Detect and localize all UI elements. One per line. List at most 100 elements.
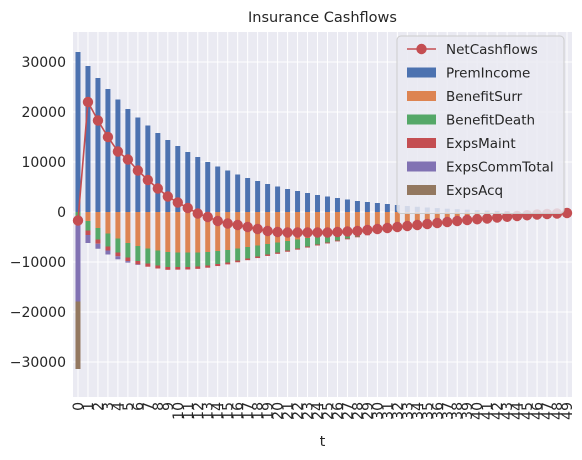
legend-box bbox=[396, 35, 565, 214]
legend-swatch-premincome bbox=[407, 67, 436, 78]
bar-expsmaint-25 bbox=[324, 242, 330, 244]
x-tick-label: 30 bbox=[370, 402, 386, 420]
bar-expsmaint-1 bbox=[85, 230, 91, 235]
x-tick-label: 4 bbox=[111, 402, 127, 411]
bar-expscommtotal-1 bbox=[85, 235, 91, 243]
x-tick-label: 9 bbox=[161, 402, 177, 411]
point-netcashflows-2 bbox=[92, 115, 104, 126]
x-tick-label: 37 bbox=[440, 402, 456, 420]
bar-benefitdeath-20 bbox=[275, 242, 281, 253]
bar-benefitsurr-25 bbox=[324, 212, 330, 235]
bar-premincome-14 bbox=[215, 166, 221, 212]
bar-premincome-28 bbox=[354, 201, 360, 212]
point-netcashflows-21 bbox=[282, 227, 293, 238]
bar-benefitsurr-7 bbox=[145, 212, 151, 249]
point-netcashflows-26 bbox=[332, 226, 343, 238]
bar-premincome-3 bbox=[105, 89, 111, 212]
bar-benefitsurr-16 bbox=[235, 212, 241, 249]
bar-expscommtotal-5 bbox=[125, 261, 131, 263]
bar-benefitsurr-33 bbox=[404, 212, 410, 224]
x-tick-label: 44 bbox=[510, 402, 526, 420]
point-netcashflows-0 bbox=[72, 215, 84, 226]
x-tick-label: 29 bbox=[360, 402, 376, 420]
point-netcashflows-11 bbox=[182, 202, 193, 214]
point-netcashflows-18 bbox=[252, 223, 263, 235]
point-netcashflows-24 bbox=[312, 227, 323, 238]
bar-benefitdeath-16 bbox=[235, 248, 241, 261]
bar-premincome-15 bbox=[225, 170, 231, 212]
bar-benefitsurr-10 bbox=[175, 212, 181, 253]
x-tick-label: 8 bbox=[151, 402, 167, 411]
chart-title: Insurance Cashflows bbox=[248, 10, 397, 26]
bar-benefitsurr-15 bbox=[225, 212, 231, 250]
point-netcashflows-13 bbox=[202, 211, 213, 223]
bar-benefitdeath-17 bbox=[245, 247, 251, 259]
point-netcashflows-3 bbox=[102, 131, 114, 143]
bar-premincome-0 bbox=[75, 52, 81, 212]
x-tick-label: 26 bbox=[330, 402, 346, 420]
bar-benefitsurr-27 bbox=[344, 212, 350, 232]
x-tick-label: 31 bbox=[380, 402, 396, 420]
bar-benefitdeath-7 bbox=[145, 248, 151, 264]
bar-benefitdeath-21 bbox=[285, 241, 291, 251]
x-tick-label: 17 bbox=[241, 402, 257, 420]
bar-expsmaint-13 bbox=[205, 265, 211, 268]
bar-premincome-16 bbox=[235, 174, 241, 212]
x-tick-label: 2 bbox=[91, 402, 107, 411]
bar-premincome-22 bbox=[295, 191, 301, 212]
bar-benefitdeath-5 bbox=[125, 243, 131, 258]
point-netcashflows-7 bbox=[142, 174, 154, 186]
x-tick-label: 19 bbox=[261, 402, 277, 420]
x-tick-label: 12 bbox=[191, 402, 207, 420]
bar-benefitdeath-3 bbox=[105, 233, 111, 247]
point-netcashflows-16 bbox=[232, 219, 243, 231]
bar-benefitsurr-6 bbox=[135, 212, 141, 246]
bar-expsmaint-15 bbox=[225, 262, 231, 265]
bar-expsmaint-21 bbox=[285, 250, 291, 252]
bar-benefitsurr-4 bbox=[115, 212, 121, 239]
bar-benefitsurr-12 bbox=[195, 212, 201, 253]
point-netcashflows-30 bbox=[372, 223, 383, 235]
bar-benefitdeath-23 bbox=[305, 238, 311, 247]
point-netcashflows-38 bbox=[452, 215, 463, 227]
bar-premincome-20 bbox=[275, 186, 281, 212]
x-tick-label: 13 bbox=[201, 402, 217, 420]
x-tick-label: 46 bbox=[530, 402, 546, 420]
point-netcashflows-5 bbox=[122, 154, 134, 165]
x-tick-label: 0 bbox=[71, 402, 87, 411]
point-netcashflows-41 bbox=[481, 213, 493, 224]
bar-benefitsurr-8 bbox=[155, 212, 161, 251]
y-tick-label: −30000 bbox=[10, 355, 66, 371]
point-netcashflows-32 bbox=[392, 221, 403, 233]
bar-benefitsurr-2 bbox=[95, 212, 101, 228]
y-tick-label: 30000 bbox=[21, 55, 66, 71]
bar-benefitsurr-9 bbox=[165, 212, 171, 252]
bar-benefitdeath-11 bbox=[185, 252, 191, 267]
bar-premincome-24 bbox=[315, 195, 321, 212]
bar-expsmaint-3 bbox=[105, 246, 111, 251]
x-tick-label: 3 bbox=[101, 402, 117, 411]
point-netcashflows-25 bbox=[322, 227, 333, 238]
point-netcashflows-27 bbox=[342, 226, 353, 237]
bar-benefitdeath-15 bbox=[225, 250, 231, 263]
point-netcashflows-35 bbox=[422, 218, 433, 230]
y-tick-label: 0 bbox=[57, 205, 66, 221]
x-tick-label: 40 bbox=[470, 402, 486, 420]
y-tick-label: −10000 bbox=[10, 255, 66, 271]
point-netcashflows-37 bbox=[442, 216, 453, 228]
bar-benefitsurr-22 bbox=[295, 212, 301, 240]
legend-label-expsacq: ExpsAcq bbox=[446, 183, 503, 199]
bar-benefitsurr-24 bbox=[315, 212, 321, 237]
point-netcashflows-20 bbox=[272, 226, 283, 238]
bar-premincome-31 bbox=[384, 204, 390, 212]
bar-expsmaint-2 bbox=[95, 239, 101, 244]
legend-label-expscommtotal: ExpsCommTotal bbox=[446, 160, 554, 176]
legend-label-benefitsurr: BenefitSurr bbox=[446, 89, 523, 105]
x-tick-label: 38 bbox=[450, 402, 466, 420]
bar-premincome-26 bbox=[334, 198, 340, 212]
x-tick-label: 5 bbox=[121, 402, 137, 411]
bar-benefitdeath-18 bbox=[255, 245, 261, 257]
point-netcashflows-12 bbox=[192, 208, 203, 219]
x-tick-label: 27 bbox=[340, 402, 356, 420]
